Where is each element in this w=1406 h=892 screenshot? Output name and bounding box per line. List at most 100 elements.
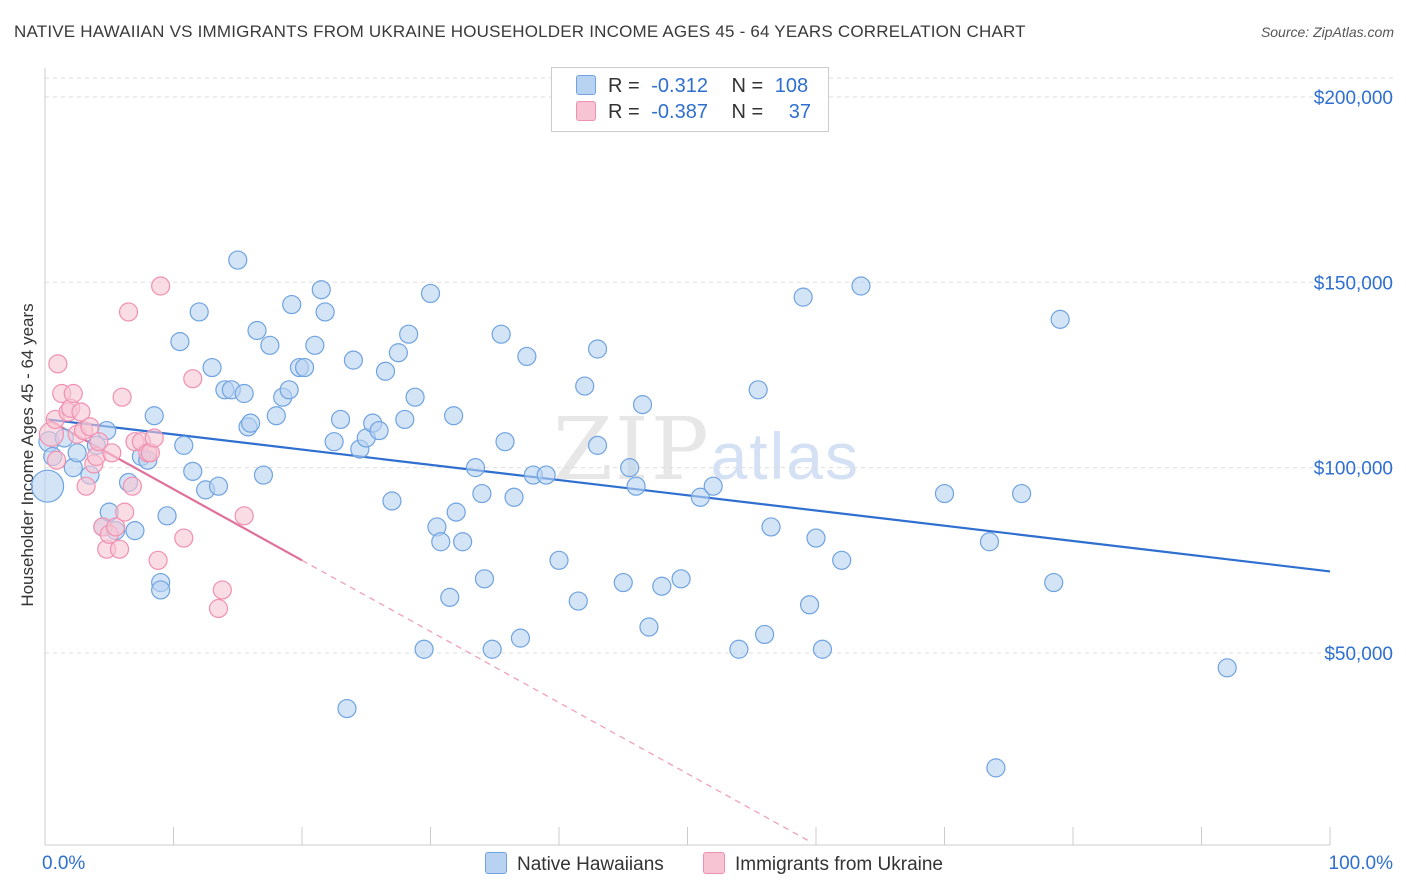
point-native-hawaiian	[170, 332, 190, 352]
point-native-hawaiian	[754, 624, 775, 645]
point-native-hawaiian	[388, 343, 408, 363]
point-native-hawaiian	[241, 413, 261, 433]
point-ukraine	[115, 502, 135, 522]
point-ukraine	[63, 383, 83, 404]
point-native-hawaiian	[414, 639, 434, 659]
point-native-hawaiian	[330, 409, 351, 430]
point-native-hawaiian	[266, 406, 286, 426]
point-native-hawaiian	[453, 532, 473, 552]
point-native-hawaiian	[228, 250, 248, 270]
point-native-hawaiian	[294, 357, 315, 378]
point-ukraine	[46, 450, 67, 470]
bottom-legend-swatch-pink	[703, 852, 725, 874]
trend-ukraine-extension	[301, 559, 810, 842]
point-native-hawaiian	[986, 758, 1006, 778]
point-native-hawaiian	[472, 483, 492, 504]
point-ukraine	[183, 369, 203, 389]
point-ukraine	[109, 539, 130, 559]
point-native-hawaiian	[444, 406, 464, 426]
point-native-hawaiian	[247, 320, 267, 341]
legend-n-label: N =	[731, 75, 764, 97]
point-native-hawaiian	[934, 483, 955, 504]
point-native-hawaiian	[652, 576, 672, 596]
legend-swatch-blue	[576, 75, 596, 95]
point-native-hawaiian	[620, 458, 640, 478]
legend-r-value: -0.312	[651, 75, 708, 97]
point-native-hawaiian	[748, 380, 768, 400]
point-native-hawaiian	[405, 387, 425, 407]
point-ukraine	[208, 598, 229, 619]
point-ukraine	[102, 443, 122, 463]
point-ukraine	[112, 387, 132, 407]
point-native-hawaiian	[395, 409, 415, 430]
point-native-hawaiian	[1050, 309, 1070, 329]
point-native-hawaiian	[799, 595, 820, 615]
trend-native-hawaiians	[47, 418, 1331, 573]
point-native-hawaiian	[279, 380, 299, 400]
point-native-hawaiian	[549, 550, 569, 570]
legend-r-value: -0.387	[651, 101, 708, 123]
point-native-hawaiian	[495, 432, 515, 452]
point-native-hawaiian	[208, 476, 229, 496]
point-native-hawaiian	[626, 476, 646, 496]
bottom-legend-swatch-blue	[485, 852, 507, 874]
point-native-hawaiian	[1044, 572, 1064, 593]
point-ukraine	[106, 517, 126, 537]
point-ukraine	[234, 506, 254, 526]
point-native-hawaiian	[399, 324, 419, 344]
point-native-hawaiian	[979, 532, 1000, 552]
point-ukraine	[148, 550, 168, 570]
point-native-hawaiian	[536, 465, 556, 485]
tick-labels: $50,000 $100,000 $150,000 $200,000 0.0% 100.0…	[42, 88, 1393, 874]
point-native-hawaiian	[446, 502, 466, 522]
point-native-hawaiian	[144, 406, 164, 426]
point-native-hawaiian	[517, 346, 537, 367]
point-native-hawaiian	[703, 476, 723, 496]
y-tick-label: $100,000	[1314, 459, 1393, 480]
y-tick-label: $150,000	[1314, 273, 1393, 294]
point-native-hawaiian	[440, 587, 460, 607]
point-native-hawaiian	[690, 487, 710, 507]
point-native-hawaiian	[575, 376, 595, 396]
point-native-hawaiian	[260, 335, 280, 355]
legend-row-ukraine: R = -0.387 N = 37	[576, 101, 811, 127]
point-native-hawaiian	[282, 294, 302, 315]
point-ukraine	[144, 428, 164, 448]
point-native-hawaiian	[324, 432, 344, 452]
point-native-hawaiian	[202, 357, 222, 378]
legend-swatch-pink	[576, 101, 596, 121]
point-native-hawaiian	[729, 639, 749, 659]
point-native-hawaiian	[1011, 483, 1032, 504]
point-native-hawaiian	[793, 287, 813, 307]
point-native-hawaiian	[482, 639, 502, 659]
point-native-hawaiian	[375, 361, 396, 381]
bottom-legend-native-hawaiians: Native Hawaiians	[485, 852, 664, 876]
point-native-hawaiian	[465, 458, 486, 478]
point-native-hawaiian	[851, 276, 871, 296]
correlation-legend: R = -0.312 N = 108 R = -0.387 N = 37	[551, 67, 829, 132]
watermark-atlas: atlas	[710, 419, 861, 493]
chart-title: NATIVE HAWAIIAN VS IMMIGRANTS FROM UKRAI…	[14, 22, 1026, 41]
point-native-hawaiian	[639, 617, 659, 637]
point-native-hawaiian	[420, 283, 441, 304]
bottom-legend-label-2: Immigrants from Ukraine	[735, 854, 943, 875]
point-ukraine	[118, 302, 139, 322]
point-native-hawaiian	[510, 628, 531, 648]
point-ukraine	[122, 476, 142, 496]
gridlines	[45, 77, 1395, 654]
point-native-hawaiian	[343, 350, 363, 370]
point-native-hawaiian	[832, 550, 852, 570]
point-ukraine	[80, 417, 100, 437]
legend-n-value: 108	[774, 75, 809, 97]
point-native-hawaiian	[305, 335, 325, 355]
point-ukraine	[212, 580, 232, 600]
point-native-hawaiian	[382, 491, 402, 511]
trend-lines	[47, 418, 1331, 842]
point-native-hawaiian	[151, 580, 171, 600]
point-ukraine	[151, 276, 171, 296]
point-native-hawaiian	[761, 517, 781, 537]
point-native-hawaiian	[806, 528, 826, 548]
legend-r-label: R =	[608, 101, 640, 123]
point-ukraine	[76, 476, 96, 496]
